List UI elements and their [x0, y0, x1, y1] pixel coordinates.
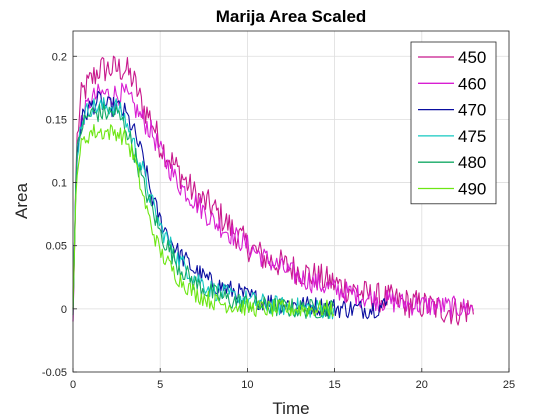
x-tick-label: 10 [241, 379, 253, 391]
y-tick-label: 0.15 [46, 114, 67, 126]
x-axis-label: Time [272, 399, 309, 418]
legend-label-490: 490 [458, 180, 486, 199]
y-tick-label: 0.2 [52, 51, 67, 63]
legend-label-450: 450 [458, 48, 486, 67]
series-460-line [72, 82, 474, 322]
y-tick-label: 0 [61, 304, 67, 316]
series-layer [72, 55, 474, 326]
x-tick-label: 5 [157, 379, 163, 391]
legend-label-475: 475 [458, 127, 486, 146]
legend-label-460: 460 [458, 74, 486, 93]
legend-label-470: 470 [458, 101, 486, 120]
y-axis-label: Area [12, 183, 31, 219]
series-470-line [72, 90, 388, 320]
x-tick-label: 15 [328, 379, 340, 391]
series-490-line [72, 124, 335, 318]
x-tick-label: 0 [70, 379, 76, 391]
y-tick-label: 0.1 [52, 178, 67, 190]
legend-box [410, 41, 497, 205]
x-tick-label: 25 [503, 379, 515, 391]
chart-title: Marija Area Scaled [216, 7, 367, 26]
y-tick-label: -0.05 [42, 367, 67, 379]
y-tick-label: 0.05 [46, 241, 67, 253]
legend-label-480: 480 [458, 153, 486, 172]
legend: 450 460 470 475 480 490 [410, 41, 497, 205]
plot-border [72, 30, 510, 373]
x-tick-label: 20 [416, 379, 428, 391]
